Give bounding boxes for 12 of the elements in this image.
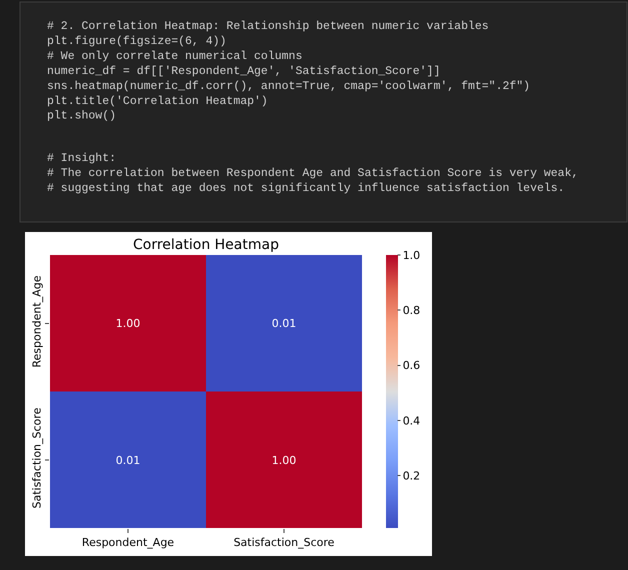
color-bar-label: 0.6 [402,359,420,372]
text: # Insight: # The correlation between Respondent Age and Satisfaction Score is very weak, # suggesting that age does not significantly influence satisfaction levels. [47,152,578,195]
data-label: 0.01 [272,316,296,330]
color-bar-label: 1.0 [402,248,420,262]
data-label: 0.01 [116,454,140,467]
chart-title: Correlation Heatmap [133,237,280,253]
data-label: 1.00 [272,454,296,467]
color-bar-label: 0.8 [402,304,420,317]
color-bar-label: 0.4 [402,414,420,428]
color-bar-label: 0.2 [402,469,420,482]
text: # 2. Correlation Heatmap: Relationship between numeric variables plt.figure(figsize=(6, 4)) # We only correlate numerical columns numeric_df = df[['Respondent_Age', 'Satisfaction_Score']] sns.heatmap(numeric_df.corr(), annot=True, cmap='coolwarm', fmt=".2f") plt.title('Correlation Heatmap') plt.show() [47,20,530,123]
data-label: 1.00 [116,316,140,330]
